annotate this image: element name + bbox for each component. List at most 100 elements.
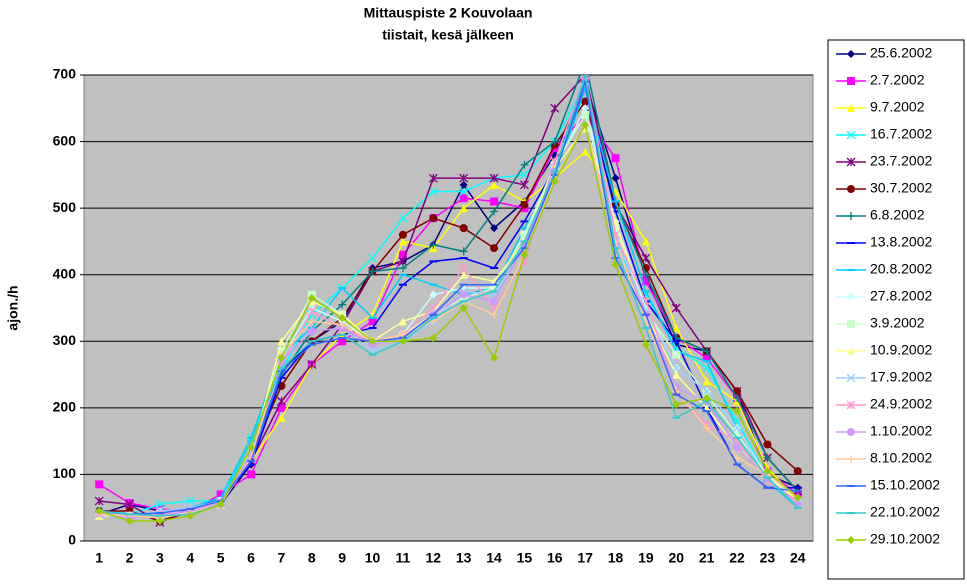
x-tick-label: 10 <box>365 550 381 566</box>
marker <box>641 340 650 349</box>
legend-label: 10.9.2002 <box>870 342 932 358</box>
marker <box>307 317 316 326</box>
marker <box>307 294 316 303</box>
marker <box>490 353 499 362</box>
legend-label: 17.9.2002 <box>870 369 932 385</box>
legend-marker <box>847 212 855 220</box>
legend-marker <box>847 77 855 85</box>
marker <box>368 267 377 276</box>
marker <box>490 284 499 293</box>
marker <box>459 194 468 203</box>
legend-marker <box>846 373 856 383</box>
marker <box>490 310 499 319</box>
marker <box>520 200 529 209</box>
marker <box>459 173 469 183</box>
marker <box>702 353 711 362</box>
x-tick-label: 5 <box>217 550 225 566</box>
x-tick-label: 23 <box>760 550 776 566</box>
marker <box>186 511 195 520</box>
marker <box>581 120 590 129</box>
marker <box>338 337 347 346</box>
marker <box>641 237 650 246</box>
marker <box>581 58 589 66</box>
marker <box>520 230 529 239</box>
marker <box>459 290 468 299</box>
marker <box>429 290 438 299</box>
x-tick-label: 22 <box>729 550 745 566</box>
marker <box>581 110 590 119</box>
marker <box>429 214 438 223</box>
marker <box>702 386 712 396</box>
series-line <box>98 113 799 512</box>
marker <box>307 360 317 370</box>
marker <box>671 303 681 313</box>
x-tick-label: 8 <box>308 550 316 566</box>
x-tick-label: 7 <box>278 550 286 566</box>
marker <box>490 197 499 206</box>
marker <box>398 213 408 223</box>
series-line <box>98 122 799 522</box>
legend-label: 3.9.2002 <box>870 315 925 331</box>
x-tick-label: 17 <box>577 550 593 566</box>
x-tick-label: 6 <box>247 550 255 566</box>
x-tick-label: 18 <box>608 550 624 566</box>
marker <box>490 297 499 306</box>
marker <box>793 467 802 476</box>
marker <box>550 177 559 186</box>
legend-marker <box>847 320 855 328</box>
marker <box>611 260 620 269</box>
marker <box>368 337 377 346</box>
marker <box>398 237 407 246</box>
marker <box>672 350 681 359</box>
marker <box>459 263 469 273</box>
marker <box>398 317 407 326</box>
marker <box>459 187 469 196</box>
y-tick-label: 500 <box>53 199 77 215</box>
marker <box>733 443 742 452</box>
legend-marker <box>846 400 856 410</box>
x-tick-label: 24 <box>790 550 806 566</box>
y-tick-label: 100 <box>53 465 77 481</box>
legend-label: 24.9.2002 <box>870 396 932 412</box>
chart-title: Mittauspiste 2 Kouvolaan <box>364 5 533 21</box>
marker <box>733 407 742 416</box>
legend-marker <box>847 50 855 58</box>
marker <box>793 493 802 502</box>
x-tick-label: 4 <box>186 550 194 566</box>
marker <box>398 264 407 273</box>
legend-marker <box>847 104 855 112</box>
legend-label: 27.8.2002 <box>870 288 932 304</box>
marker <box>611 224 620 233</box>
marker <box>520 250 529 259</box>
x-tick-label: 9 <box>338 550 346 566</box>
marker <box>490 244 499 253</box>
marker <box>398 250 407 259</box>
marker <box>276 396 286 406</box>
x-tick-label: 2 <box>126 550 134 566</box>
legend-label: 20.8.2002 <box>870 261 932 277</box>
legend-marker <box>847 293 855 301</box>
marker <box>611 174 620 183</box>
chart-subtitle: tiistait, kesä jälkeen <box>382 27 514 43</box>
marker <box>155 517 164 526</box>
marker <box>368 317 377 326</box>
y-axis-label: ajon./h <box>5 285 21 330</box>
y-tick-label: 0 <box>68 532 76 548</box>
marker <box>550 137 559 146</box>
marker <box>641 270 650 279</box>
x-tick-label: 16 <box>547 550 563 566</box>
series-line <box>99 81 798 516</box>
legend-marker <box>847 347 855 355</box>
x-tick-label: 20 <box>669 550 685 566</box>
legend-label: 9.7.2002 <box>870 99 925 115</box>
marker <box>702 393 711 402</box>
marker <box>702 377 711 386</box>
marker <box>519 180 529 190</box>
marker <box>641 296 651 306</box>
marker <box>247 470 256 479</box>
marker <box>277 353 286 362</box>
marker <box>95 480 104 489</box>
marker <box>489 173 499 183</box>
legend-label: 8.10.2002 <box>870 450 932 466</box>
